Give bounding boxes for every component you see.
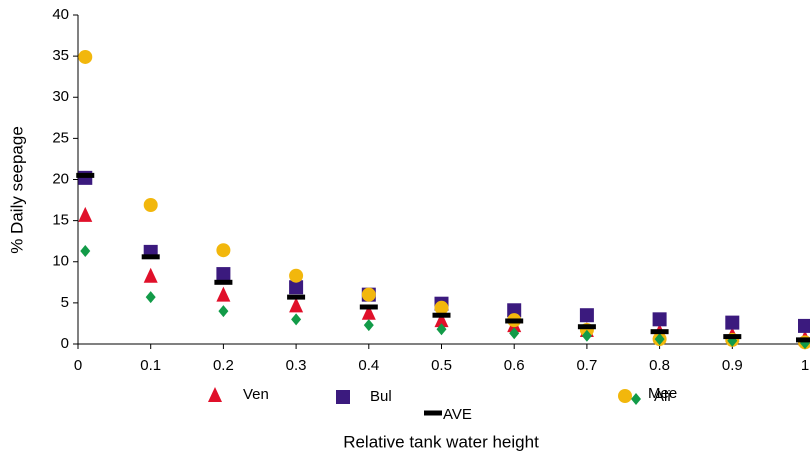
point xyxy=(579,308,594,323)
point xyxy=(432,312,451,318)
legend-label: Ven xyxy=(243,386,269,403)
point xyxy=(143,197,158,212)
point xyxy=(216,243,231,258)
x-tick-label: 0.9 xyxy=(722,357,743,374)
point xyxy=(436,323,447,336)
point xyxy=(76,172,95,178)
point xyxy=(650,329,669,335)
y-tick-label: 25 xyxy=(52,129,69,146)
point xyxy=(434,300,449,315)
point xyxy=(141,254,160,260)
x-tick-label: 1 xyxy=(801,357,809,374)
point xyxy=(78,206,93,222)
x-axis-title: Relative tank water height xyxy=(343,432,539,451)
legend-marker xyxy=(424,410,442,416)
point xyxy=(289,297,304,313)
legend-marker xyxy=(336,390,350,404)
point xyxy=(798,318,810,333)
point xyxy=(80,245,91,258)
point xyxy=(654,333,665,346)
point xyxy=(577,324,596,330)
y-tick-label: 20 xyxy=(52,170,69,187)
legend-label: Bul xyxy=(370,388,392,405)
y-tick-label: 35 xyxy=(52,47,69,64)
y-tick-label: 15 xyxy=(52,212,69,229)
x-tick-label: 0.5 xyxy=(431,357,452,374)
point xyxy=(361,287,376,302)
point xyxy=(287,294,306,300)
x-tick-label: 0.3 xyxy=(286,357,307,374)
point xyxy=(363,319,374,332)
point xyxy=(216,267,231,282)
legend-marker xyxy=(618,389,632,403)
point xyxy=(796,337,810,343)
legend-label: Mee xyxy=(648,385,677,402)
x-tick-label: 0.8 xyxy=(649,357,670,374)
x-tick-label: 0.1 xyxy=(140,357,161,374)
y-tick-label: 40 xyxy=(52,6,69,23)
point xyxy=(361,304,376,320)
x-tick-label: 0.7 xyxy=(576,357,597,374)
y-tick-label: 5 xyxy=(61,294,69,311)
point xyxy=(505,318,524,324)
point xyxy=(214,279,233,285)
point xyxy=(652,312,667,327)
legend-label: AVE xyxy=(443,406,472,423)
point xyxy=(434,312,449,328)
y-tick-label: 30 xyxy=(52,88,69,105)
point xyxy=(216,286,231,302)
point xyxy=(78,49,93,64)
point xyxy=(359,304,378,310)
point xyxy=(143,267,158,283)
y-tick-label: 0 xyxy=(61,335,69,352)
point xyxy=(289,268,304,283)
legend-label: Ali xyxy=(654,388,671,405)
point xyxy=(145,291,156,304)
point xyxy=(291,313,302,326)
legend-marker xyxy=(208,387,222,402)
point xyxy=(507,303,522,318)
y-tick-label: 10 xyxy=(52,253,69,270)
x-tick-label: 0.6 xyxy=(504,357,525,374)
x-tick-label: 0.2 xyxy=(213,357,234,374)
x-tick-label: 0.4 xyxy=(358,357,379,374)
point xyxy=(509,327,520,340)
point xyxy=(725,315,740,330)
point xyxy=(289,280,304,295)
point xyxy=(581,329,592,342)
point xyxy=(218,305,229,318)
legend-marker xyxy=(631,393,641,405)
point xyxy=(723,334,742,340)
x-tick-label: 0 xyxy=(74,357,82,374)
y-axis-title: % Daily seepage xyxy=(7,126,26,254)
